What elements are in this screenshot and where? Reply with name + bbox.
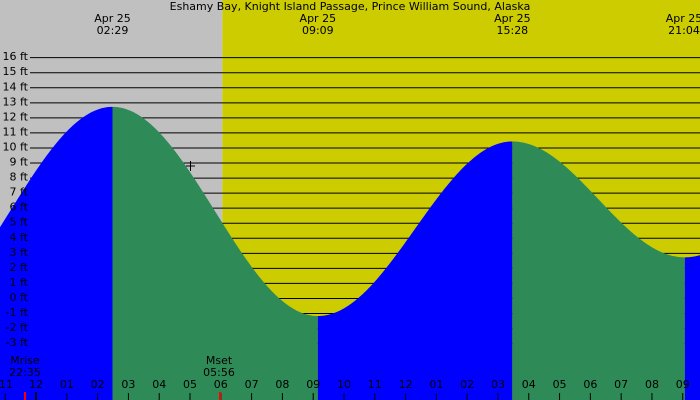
y-tick-label: 9 ft [10,156,29,169]
y-tick-label: 7 ft [10,186,29,199]
y-tick-label: -1 ft [6,306,29,319]
x-tick-label: 05 [553,378,567,391]
x-tick-label: 12 [399,378,413,391]
x-tick-label: 08 [275,378,289,391]
y-tick-label: -3 ft [6,336,29,349]
x-tick-label: 10 [337,378,351,391]
moon-event-time: 22:35 [9,366,41,379]
moon-event-label: Mset [206,354,233,367]
x-tick-label: 11 [0,378,13,391]
y-tick-label: 4 ft [10,231,29,244]
x-tick-label: 01 [429,378,443,391]
tide-layer [0,106,700,400]
y-tick-label: 14 ft [3,80,29,93]
y-tick-label: 3 ft [10,246,29,259]
x-tick-label: 03 [121,378,135,391]
extreme-time: 21:04 [668,24,700,37]
x-tick-label: 12 [29,378,43,391]
tide-area [684,255,700,400]
cursor [186,161,195,171]
extreme-time: 09:09 [302,24,334,37]
chart-title: Eshamy Bay, Knight Island Passage, Princ… [170,0,531,13]
y-tick-label: 2 ft [10,261,29,274]
y-tick-label: 8 ft [10,171,29,184]
tide-area [317,141,513,400]
extreme-date: Apr 25 [494,12,531,25]
x-tick-label: 05 [183,378,197,391]
x-tick-label: 07 [245,378,259,391]
extreme-time: 02:29 [97,24,129,37]
tide-area [512,141,685,400]
x-tick-label: 03 [491,378,505,391]
y-tick-label: -2 ft [6,321,29,334]
y-tick-label: 11 ft [3,125,29,138]
x-tick-label: 09 [306,378,320,391]
y-tick-label: 15 ft [3,65,29,78]
y-tick-label: 10 ft [3,140,29,153]
y-tick-label: 12 ft [3,110,29,123]
x-tick-label: 09 [676,378,690,391]
extreme-date: Apr 25 [94,12,131,25]
y-tick-label: 13 ft [3,95,29,108]
y-tick-label: 1 ft [10,276,29,289]
moon-event-label: Mrise [10,354,40,367]
y-tick-label: 5 ft [10,216,29,229]
y-tick-label: 16 ft [3,50,29,63]
moon-event-time: 05:56 [203,366,235,379]
x-tick-label: 06 [583,378,597,391]
x-tick-label: 06 [214,378,228,391]
extreme-date: Apr 25 [300,12,337,25]
x-tick-label: 02 [460,378,474,391]
x-tick-label: 02 [91,378,105,391]
extreme-time: 15:28 [496,24,528,37]
x-tick-label: 04 [522,378,536,391]
x-tick-label: 11 [368,378,382,391]
y-tick-label: 0 ft [10,291,29,304]
tide-area [0,106,113,400]
y-tick-label: 6 ft [10,201,29,214]
x-tick-label: 07 [614,378,628,391]
x-tick-label: 01 [60,378,74,391]
x-tick-label: 04 [152,378,166,391]
label-layer: 16 ft 15 ft 14 ft 13 ft 12 ft 11 ft 10 ft 9 ft 8… [0,12,700,400]
extreme-date: Apr 25 [666,12,700,25]
x-tick-label: 08 [645,378,659,391]
tide-area [112,106,318,400]
